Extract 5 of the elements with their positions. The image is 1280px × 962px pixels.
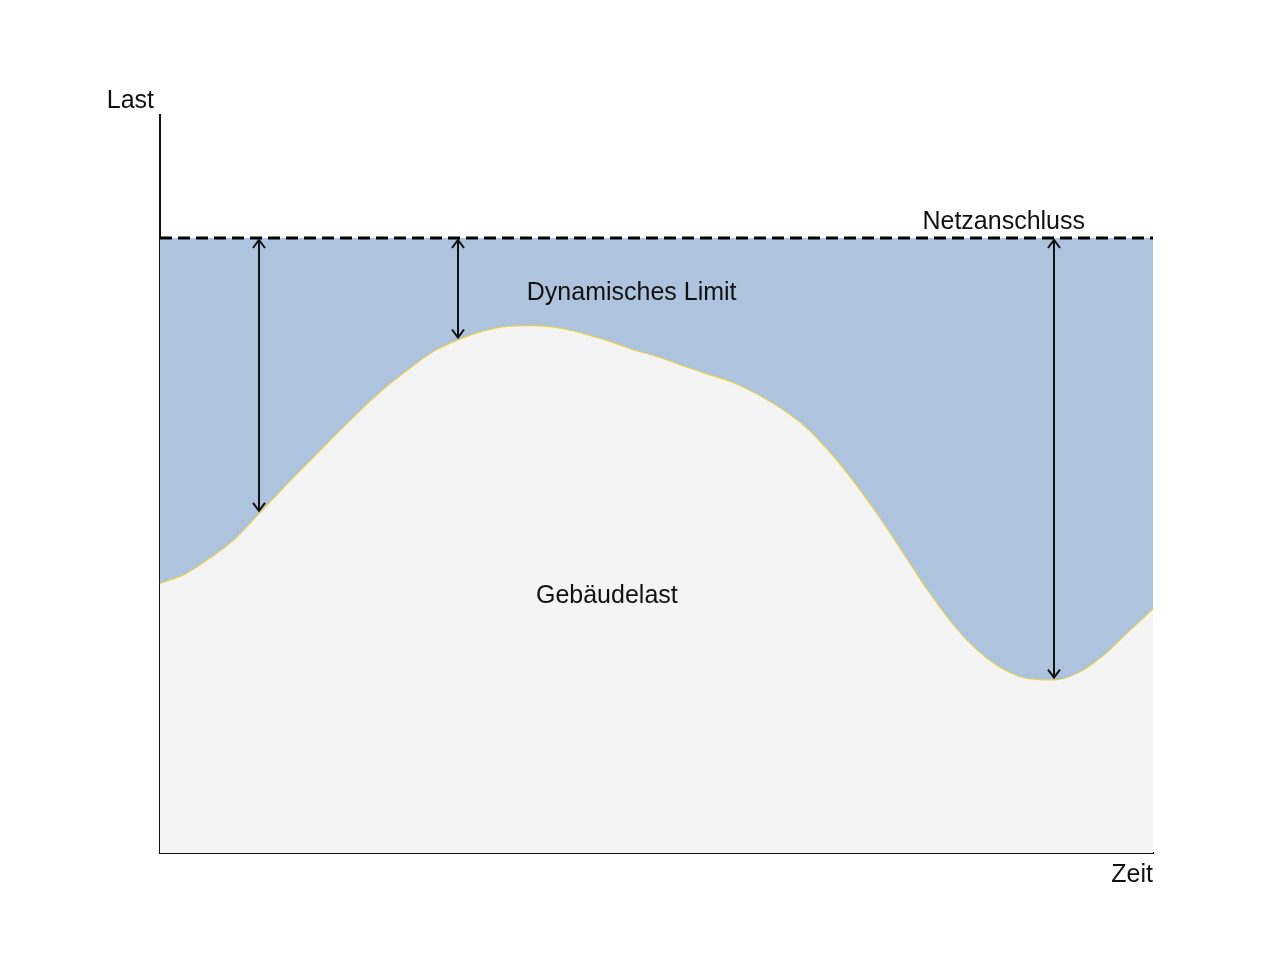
x-axis-title: Zeit <box>1111 859 1154 888</box>
y-axis-title: Last <box>106 85 155 114</box>
ref-line-label: Netzanschluss <box>922 206 1085 235</box>
series-label: Gebäudelast <box>535 580 678 609</box>
series-label: Dynamisches Limit <box>526 277 737 306</box>
